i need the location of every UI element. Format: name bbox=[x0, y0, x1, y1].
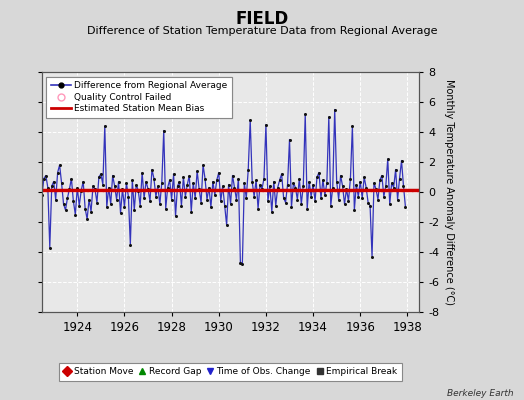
Legend: Difference from Regional Average, Quality Control Failed, Estimated Station Mean: Difference from Regional Average, Qualit… bbox=[47, 76, 232, 118]
Text: Berkeley Earth: Berkeley Earth bbox=[447, 389, 514, 398]
Legend: Station Move, Record Gap, Time of Obs. Change, Empirical Break: Station Move, Record Gap, Time of Obs. C… bbox=[59, 363, 402, 381]
Text: Difference of Station Temperature Data from Regional Average: Difference of Station Temperature Data f… bbox=[87, 26, 437, 36]
Y-axis label: Monthly Temperature Anomaly Difference (°C): Monthly Temperature Anomaly Difference (… bbox=[443, 79, 453, 305]
Text: FIELD: FIELD bbox=[235, 10, 289, 28]
